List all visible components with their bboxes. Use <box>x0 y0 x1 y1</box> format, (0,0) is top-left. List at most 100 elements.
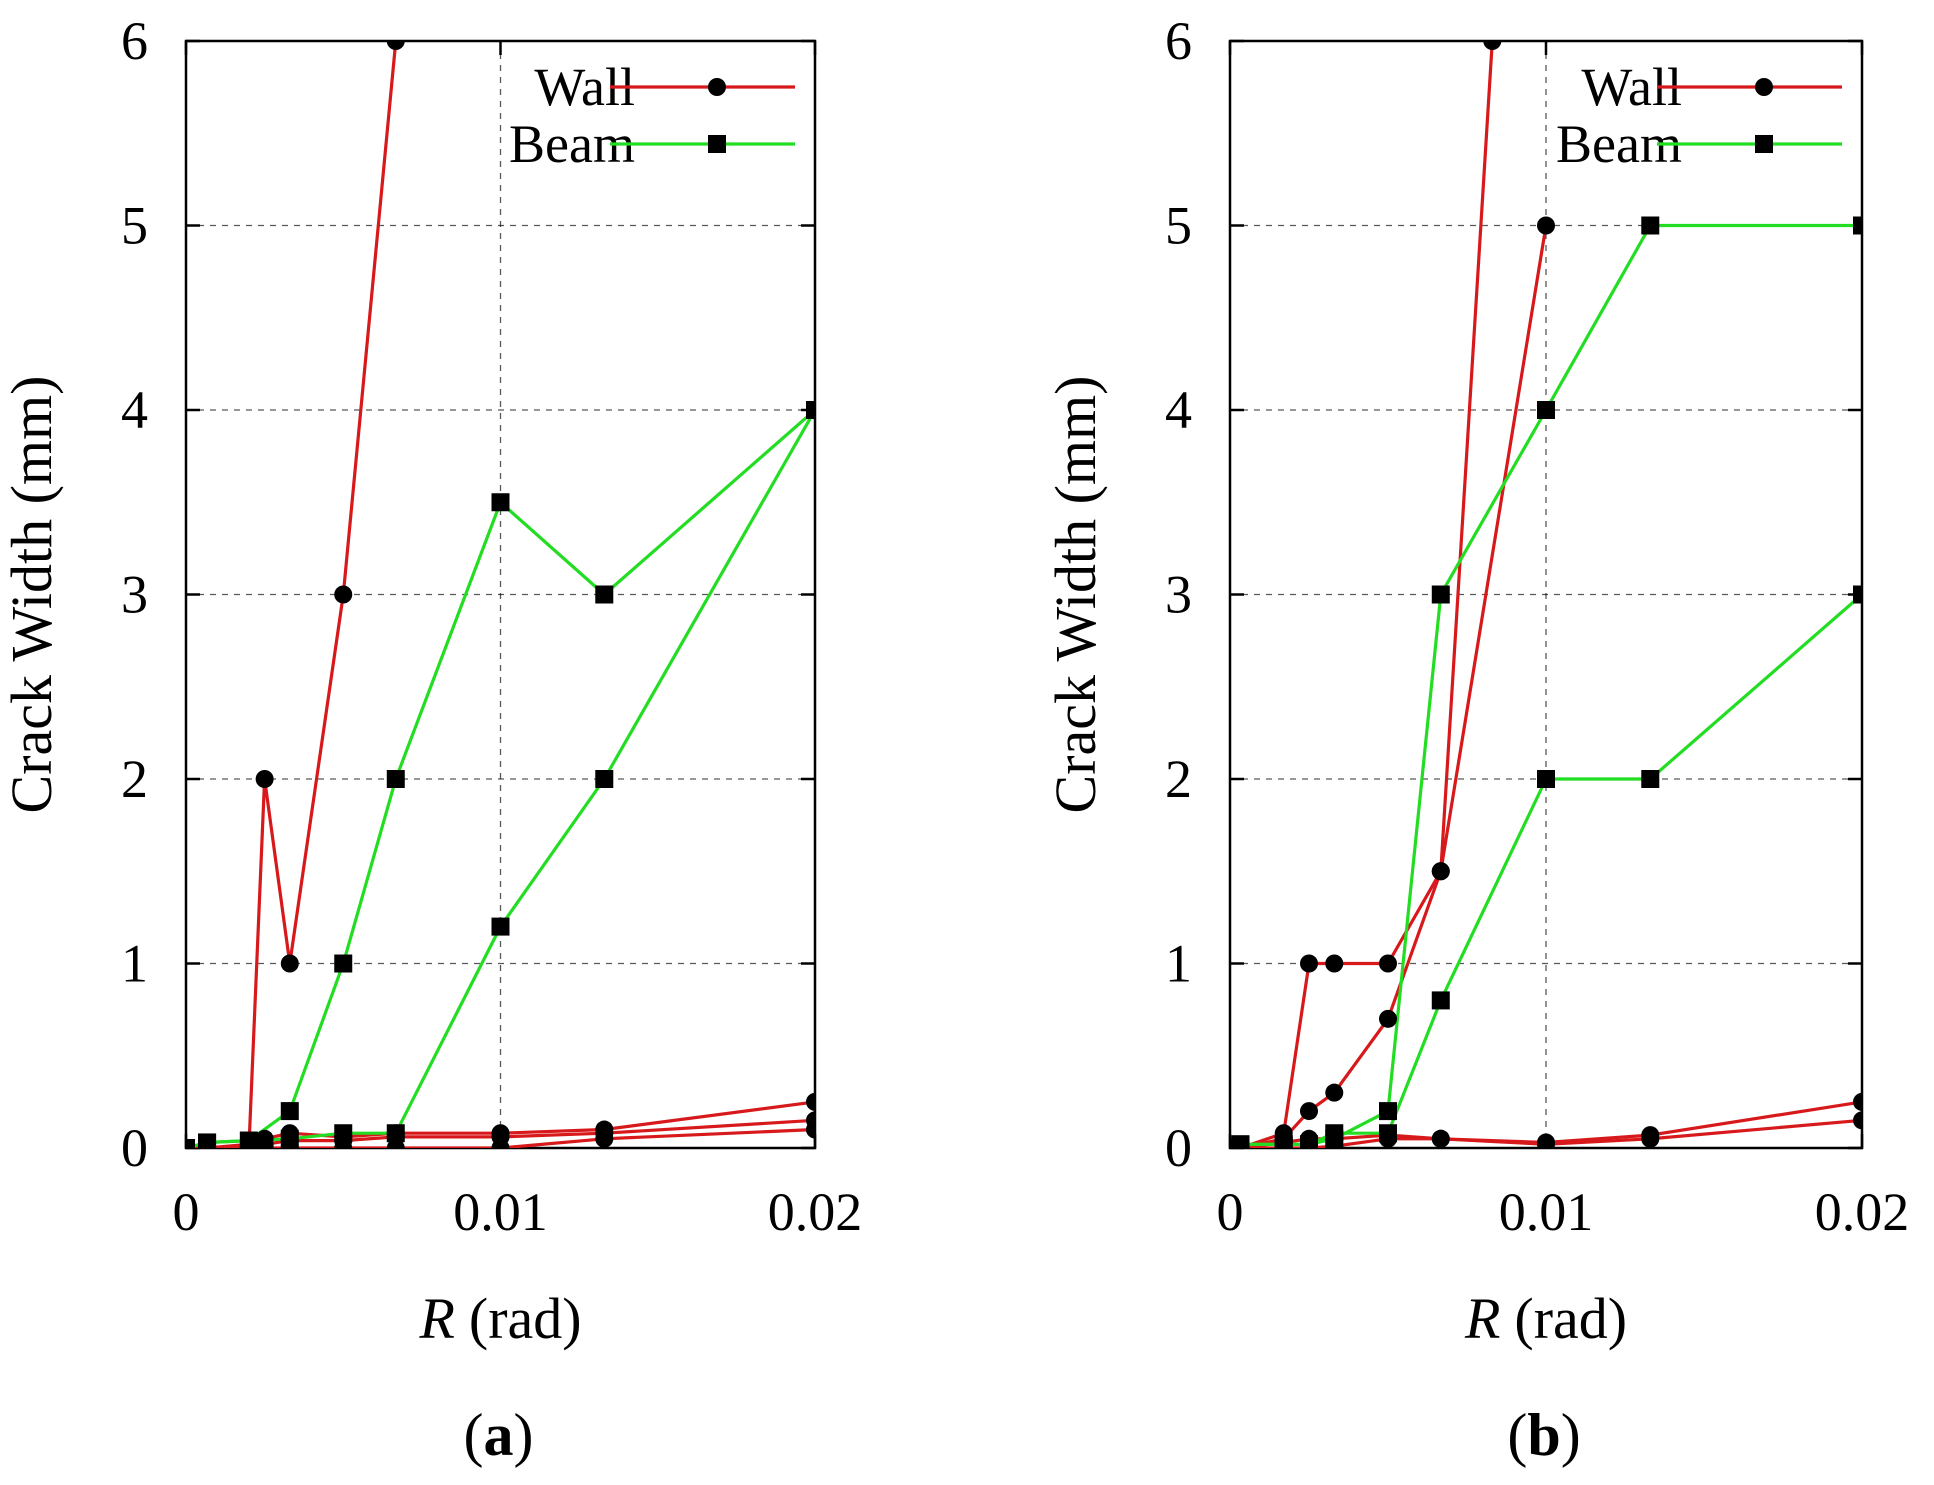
data-point-wall <box>1431 1129 1450 1148</box>
y-tick-label: 0 <box>121 1118 148 1178</box>
data-point-beam <box>595 585 614 604</box>
y-tick-label: 4 <box>121 380 148 440</box>
data-point-beam <box>280 1129 299 1148</box>
legend-marker-wall <box>1755 78 1773 96</box>
data-point-wall <box>595 1129 614 1148</box>
data-point-beam <box>1641 770 1660 788</box>
y-tick-label: 3 <box>1165 565 1192 625</box>
data-point-beam <box>1231 1135 1250 1148</box>
data-point-wall <box>1325 1083 1344 1102</box>
plot-area <box>1230 41 1862 1148</box>
y-tick-label: 1 <box>121 934 148 994</box>
x-axis-label: R (rad) <box>1464 1286 1627 1351</box>
panel-label: (b) <box>1507 1402 1580 1468</box>
y-tick-label: 2 <box>121 749 148 809</box>
x-tick-label: 0.01 <box>1499 1182 1594 1242</box>
data-point-wall <box>491 1139 510 1148</box>
data-point-beam <box>1379 1124 1397 1143</box>
panel-label-open: ( <box>464 1402 484 1468</box>
data-point-wall <box>806 1092 815 1111</box>
series-line-wall <box>186 41 398 1148</box>
data-point-wall <box>1641 1129 1660 1148</box>
y-tick-label: 5 <box>121 196 148 256</box>
series-line-beam <box>1230 223 1862 1148</box>
series-line-wall <box>186 1127 815 1148</box>
data-point-beam <box>1431 991 1450 1010</box>
y-tick-label: 2 <box>1165 749 1192 809</box>
data-point-beam <box>1853 585 1862 604</box>
plot-area <box>186 41 815 1148</box>
data-point-beam <box>595 770 614 788</box>
data-point-beam <box>1379 1102 1397 1121</box>
panel-b: 0 1 2 3 4 5 6 0 0.01 0.02 Crack Width (mm) R (rad) (b… <box>1043 11 1909 1468</box>
data-point-beam <box>334 1124 353 1143</box>
x-axis-variable: R <box>418 1286 454 1351</box>
data-point-beam <box>386 1124 405 1143</box>
y-axis-label: Crack Width (mm) <box>0 376 64 814</box>
y-tick-label: 6 <box>121 11 148 71</box>
data-point-beam <box>1300 1135 1318 1148</box>
data-point-wall <box>1379 1009 1397 1028</box>
panel-a: 0 1 2 3 4 5 6 0 0.01 0.02 Crack Width (mm) R (rad) (a… <box>0 11 862 1468</box>
y-tick-label: 0 <box>1165 1118 1192 1178</box>
data-point-beam <box>1537 401 1555 419</box>
data-point-beam <box>1641 216 1660 235</box>
panel-label-open: ( <box>1507 1402 1527 1468</box>
series-line-wall <box>186 1118 815 1148</box>
y-tick-label: 5 <box>1165 196 1192 256</box>
data-point-beam <box>334 954 353 973</box>
data-point-beam <box>186 1139 195 1148</box>
data-point-wall <box>1537 1135 1555 1148</box>
data-point-beam <box>239 1131 258 1148</box>
x-tick-label: 0.02 <box>768 1182 863 1242</box>
y-tick-label: 3 <box>121 565 148 625</box>
panel-label-letter: a <box>484 1402 514 1468</box>
data-point-beam <box>280 1102 299 1121</box>
y-tick-label: 4 <box>1165 380 1192 440</box>
series-line-wall <box>1230 223 1548 1148</box>
x-tick-label: 0 <box>173 1182 200 1242</box>
data-point-wall <box>1325 954 1344 973</box>
data-point-wall <box>386 41 405 50</box>
data-point-wall <box>1483 41 1502 50</box>
series-line-wall <box>1230 1118 1862 1148</box>
y-axis-label: Crack Width (mm) <box>1043 376 1108 814</box>
legend-marker-beam <box>1755 135 1773 153</box>
y-tick-label: 6 <box>1165 11 1192 71</box>
data-point-wall <box>1853 1092 1862 1111</box>
data-point-wall <box>806 1120 815 1139</box>
data-point-wall <box>255 1139 274 1148</box>
data-point-beam <box>386 770 405 788</box>
series-line-beam <box>1230 592 1862 1148</box>
data-point-wall <box>1379 954 1397 973</box>
data-point-wall <box>1431 862 1450 881</box>
data-point-wall <box>1300 1102 1318 1121</box>
x-axis-unit: (rad) <box>469 1286 582 1351</box>
data-point-wall <box>255 770 274 788</box>
data-point-beam <box>1537 770 1555 788</box>
data-point-wall <box>1300 954 1318 973</box>
data-point-wall <box>1537 216 1555 235</box>
x-axis-unit: (rad) <box>1514 1286 1627 1351</box>
y-tick-label: 1 <box>1165 934 1192 994</box>
data-point-wall <box>1853 1111 1862 1130</box>
x-tick-label: 0.02 <box>1815 1182 1910 1242</box>
x-tick-label: 0 <box>1217 1182 1244 1242</box>
panel-label-close: ) <box>1561 1402 1581 1468</box>
panel-label-letter: b <box>1527 1402 1560 1468</box>
panel-label: (a) <box>464 1402 534 1468</box>
data-point-beam <box>1431 585 1450 604</box>
data-point-beam <box>806 401 815 419</box>
data-point-beam <box>491 493 510 512</box>
data-point-wall <box>280 954 299 973</box>
x-axis-label: R (rad) <box>418 1286 581 1351</box>
data-point-beam <box>1274 1135 1293 1148</box>
legend-marker-beam <box>708 135 726 153</box>
panel-label-close: ) <box>514 1402 534 1468</box>
data-point-beam <box>1325 1124 1344 1143</box>
x-axis-variable: R <box>1464 1286 1500 1351</box>
data-point-beam <box>491 917 510 936</box>
x-tick-label: 0.01 <box>453 1182 548 1242</box>
data-point-beam <box>1853 216 1862 235</box>
